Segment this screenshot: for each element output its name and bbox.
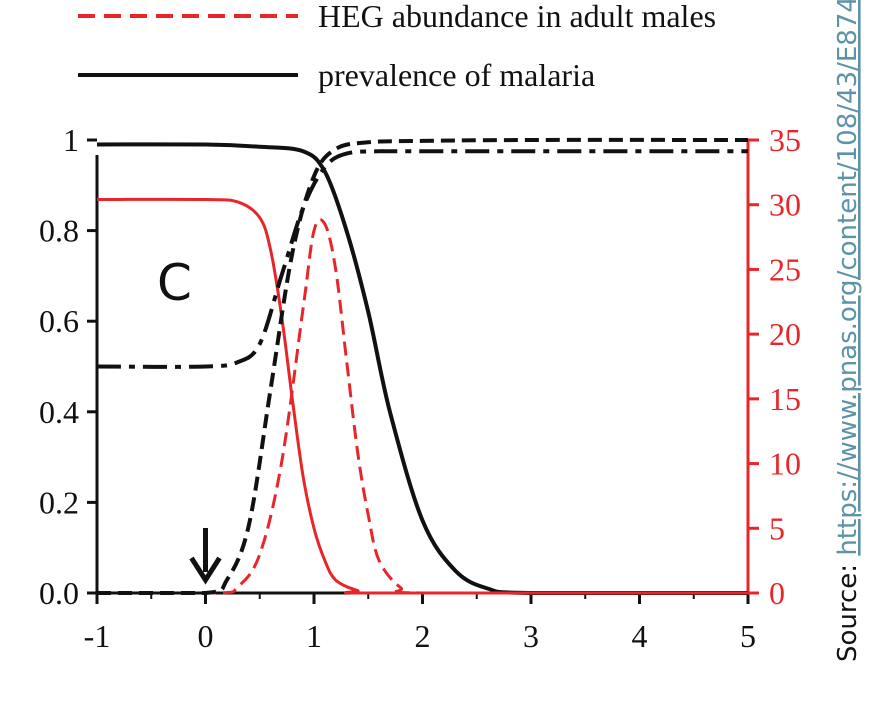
y-right-tick-label: 0: [769, 575, 785, 611]
y-right-tick-label: 20: [769, 316, 801, 352]
x-tick-label: 2: [415, 618, 431, 654]
y-right-tick-label: 5: [769, 510, 785, 546]
source-link[interactable]: https://www.pnas.org/content/108/43/E874: [833, 0, 863, 556]
series-group: [96, 137, 749, 596]
y-left-tick-label: 1: [63, 122, 79, 158]
x-tick-label: 3: [523, 618, 539, 654]
y-right-tick-label: 30: [769, 187, 801, 223]
y-right-tick-label: 25: [769, 251, 801, 287]
y-left-tick-label: 0.4: [39, 394, 79, 430]
series-heg-abundance-line: [97, 218, 748, 595]
x-tick-label: 4: [632, 618, 648, 654]
x-tick-label: 0: [198, 618, 214, 654]
y-left-tick-label: 0.2: [39, 484, 79, 520]
y-left-tick-label: 0.6: [39, 303, 79, 339]
y-right-tick-label: 15: [769, 381, 801, 417]
series-black-dashdot-line: [96, 149, 748, 369]
series-red-solid-line: [96, 197, 748, 595]
y-left-tick-label: 0.8: [39, 213, 79, 249]
y-right-tick-label: 10: [769, 446, 801, 482]
x-tick-label: 1: [306, 618, 322, 654]
legend-label-heg: HEG abundance in adult males: [318, 0, 716, 34]
y-right-tick-label: 35: [769, 122, 801, 158]
x-tick-label: -1: [84, 618, 111, 654]
y-left-tick-label: 0.0: [39, 575, 79, 611]
x-tick-label: 5: [740, 618, 756, 654]
source-credit: Source: https://www.pnas.org/content/108…: [833, 0, 863, 662]
down-arrow-icon: [189, 528, 222, 585]
legend: HEG abundance in adult males prevalence …: [78, 0, 716, 93]
legend-label-prevalence: prevalence of malaria: [318, 57, 595, 93]
source-prefix: Source:: [833, 556, 863, 662]
arrow-head: [189, 556, 222, 585]
panel-label: C: [157, 254, 192, 312]
